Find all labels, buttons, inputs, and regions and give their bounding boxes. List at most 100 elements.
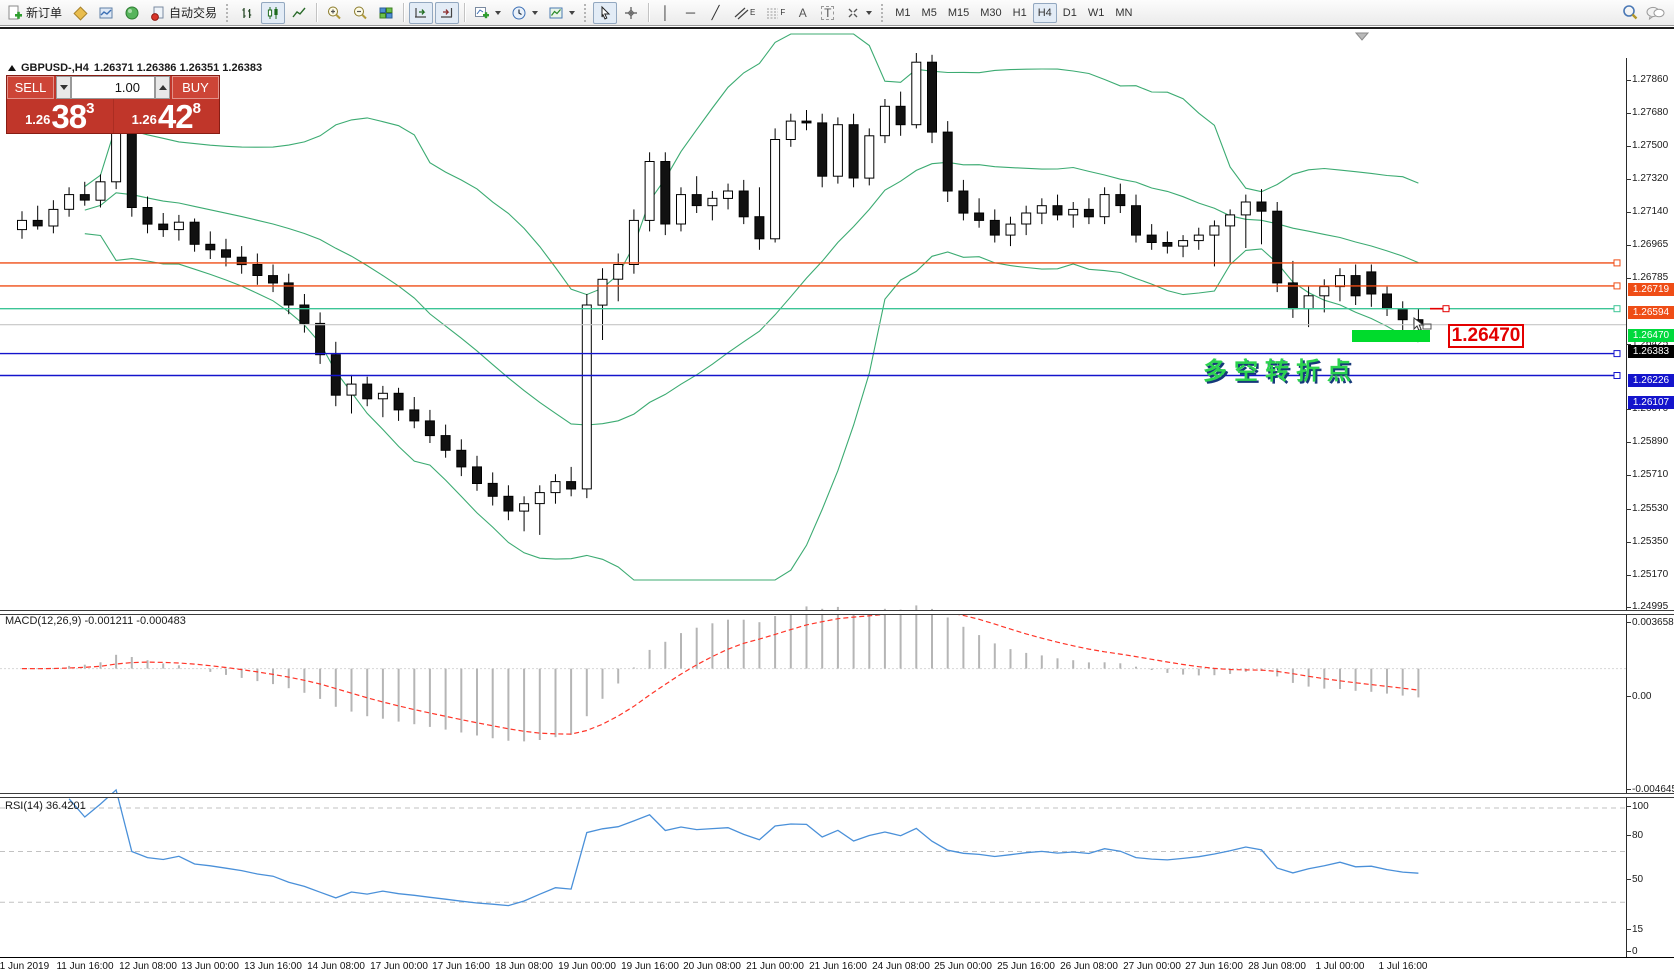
collapse-panel-icon[interactable]: [8, 65, 16, 71]
text-label-tool-button[interactable]: T: [816, 2, 839, 24]
price-tick-label: 1.25170: [1632, 569, 1669, 580]
chinese-note-annotation[interactable]: 多空转折点: [1203, 358, 1358, 385]
price-tick-label: 1.26425: [1632, 338, 1669, 349]
candlestick-mode-button[interactable]: [261, 1, 286, 24]
fibonacci-tool-button[interactable]: F: [761, 2, 789, 24]
auto-scroll-button[interactable]: [409, 1, 434, 24]
symbol-info: GBPUSD-,H4 1.26371 1.26386 1.26351 1.263…: [8, 62, 262, 74]
time-axis-label: 20 Jun 08:00: [683, 961, 741, 972]
chart-shift-button[interactable]: [435, 1, 460, 24]
tile-windows-icon: [379, 7, 393, 18]
toolbar-grip: [226, 3, 230, 22]
new-chart-icon: [73, 5, 88, 21]
macd-signal-line: [21, 610, 1419, 735]
price-tick-label: 1.27320: [1632, 173, 1669, 184]
fibonacci-icon: [767, 8, 779, 18]
timeframe-button-H4[interactable]: H4: [1032, 2, 1057, 23]
bar-chart-mode-button[interactable]: [235, 2, 259, 24]
periods-button[interactable]: [507, 2, 542, 24]
chart-shift-marker-icon[interactable]: [1354, 32, 1370, 41]
horizontal-level-lines[interactable]: [0, 259, 1621, 379]
indicators-button[interactable]: [470, 2, 505, 24]
macd-tick-label: 0.003658: [1632, 617, 1674, 628]
price-tick-mark: [1626, 409, 1631, 410]
timeframe-button-M15[interactable]: M15: [947, 6, 970, 19]
toolbar-grip: [584, 3, 588, 22]
sell-button[interactable]: SELL: [7, 76, 54, 99]
sell-price-big: 38: [51, 97, 87, 135]
rsi-tick-label: 50: [1632, 874, 1644, 885]
macd-tick-label: -0.004645: [1632, 784, 1674, 795]
volume-increase-button[interactable]: [155, 76, 170, 99]
time-axis-label: 17 Jun 16:00: [432, 961, 490, 972]
horizontal-line-tool-button[interactable]: ─: [679, 2, 702, 24]
macd-tick-mark: [1626, 696, 1631, 697]
price-tick-mark: [1626, 113, 1631, 114]
zoom-out-button[interactable]: [348, 2, 372, 24]
price-tick-label: 1.25530: [1632, 503, 1669, 514]
tile-windows-button[interactable]: [374, 2, 398, 24]
zoom-in-button[interactable]: [322, 2, 346, 24]
rsi-tick-mark: [1626, 951, 1631, 952]
macd-tick-mark: [1626, 622, 1631, 623]
profiles-button[interactable]: [94, 2, 118, 24]
chat-icon[interactable]: [1645, 5, 1665, 21]
rsi-tick-mark: [1626, 879, 1631, 880]
timeframe-button-M1[interactable]: M1: [895, 6, 911, 19]
time-axis-label: 1 Jul 00:00: [1315, 961, 1365, 972]
cursor-tool-button[interactable]: [593, 1, 618, 24]
symbol-ohlc-values: 1.26371 1.26386 1.26351 1.26383: [93, 62, 263, 74]
templates-dropdown-caret: [569, 10, 576, 15]
buy-price-display[interactable]: 1.26 42 8: [114, 99, 220, 133]
new-order-button[interactable]: 新订单: [3, 2, 66, 24]
macd-pane-separator[interactable]: [0, 610, 1674, 615]
timeframe-button-M30[interactable]: M30: [980, 6, 1002, 19]
arrows-tool-button[interactable]: [841, 2, 876, 24]
price-tick-mark: [1626, 607, 1631, 608]
timeframe-button-H1[interactable]: H1: [1012, 6, 1027, 19]
rsi-line: [68, 788, 1419, 907]
callout-anchor-square: [1442, 305, 1450, 313]
chart-canvas[interactable]: [0, 29, 1674, 949]
sell-price-display[interactable]: 1.26 38 3: [7, 99, 113, 133]
price-tick-mark: [1626, 179, 1631, 180]
macd-tick-mark: [1626, 789, 1631, 790]
crosshair-tool-button[interactable]: [619, 2, 643, 24]
timeframe-button-W1[interactable]: W1: [1087, 6, 1105, 19]
price-tick-mark: [1626, 575, 1631, 576]
rsi-tick-label: 15: [1632, 924, 1644, 935]
time-axis-label: 24 Jun 08:00: [872, 961, 930, 972]
timeframe-button-M5[interactable]: M5: [921, 6, 937, 19]
templates-button[interactable]: [544, 2, 579, 24]
clock-icon: [512, 6, 526, 19]
bollinger-bands: [84, 33, 1419, 581]
volume-input[interactable]: 1.00: [71, 76, 155, 99]
price-tick-mark: [1626, 542, 1631, 543]
price-tick-label: 1.26965: [1632, 239, 1669, 250]
price-tick-mark: [1626, 344, 1631, 345]
line-chart-icon: [292, 7, 306, 17]
market-watch-button[interactable]: [120, 2, 144, 24]
rsi-tick-label: 100: [1632, 801, 1649, 812]
text-tool-button[interactable]: A: [791, 2, 814, 24]
trendline-tool-button[interactable]: ╱: [704, 2, 727, 24]
channel-tool-button[interactable]: E: [729, 2, 759, 24]
price-tick-label: 1.27680: [1632, 107, 1669, 118]
timeframe-button-MN[interactable]: MN: [1115, 6, 1133, 19]
search-icon[interactable]: [1622, 4, 1639, 21]
timeframe-button-D1[interactable]: D1: [1062, 6, 1077, 19]
new-chart-button[interactable]: [68, 2, 92, 24]
crosshair-icon: [625, 6, 638, 19]
price-line-label: 1.26719: [1628, 283, 1674, 296]
price-tick-label: 1.27860: [1632, 74, 1669, 85]
rsi-tick-label: 0: [1632, 946, 1638, 957]
bar-chart-icon: [242, 7, 252, 18]
rsi-pane-separator[interactable]: [0, 793, 1674, 798]
highlight-rectangle-annotation[interactable]: [1352, 330, 1430, 342]
line-chart-mode-button[interactable]: [287, 2, 311, 24]
buy-button[interactable]: BUY: [172, 76, 219, 99]
autotrading-button[interactable]: 自动交易: [146, 2, 221, 24]
price-callout-annotation[interactable]: 1.26470: [1448, 324, 1524, 348]
volume-decrease-button[interactable]: [56, 76, 71, 99]
vertical-line-tool-button[interactable]: │: [654, 2, 677, 24]
